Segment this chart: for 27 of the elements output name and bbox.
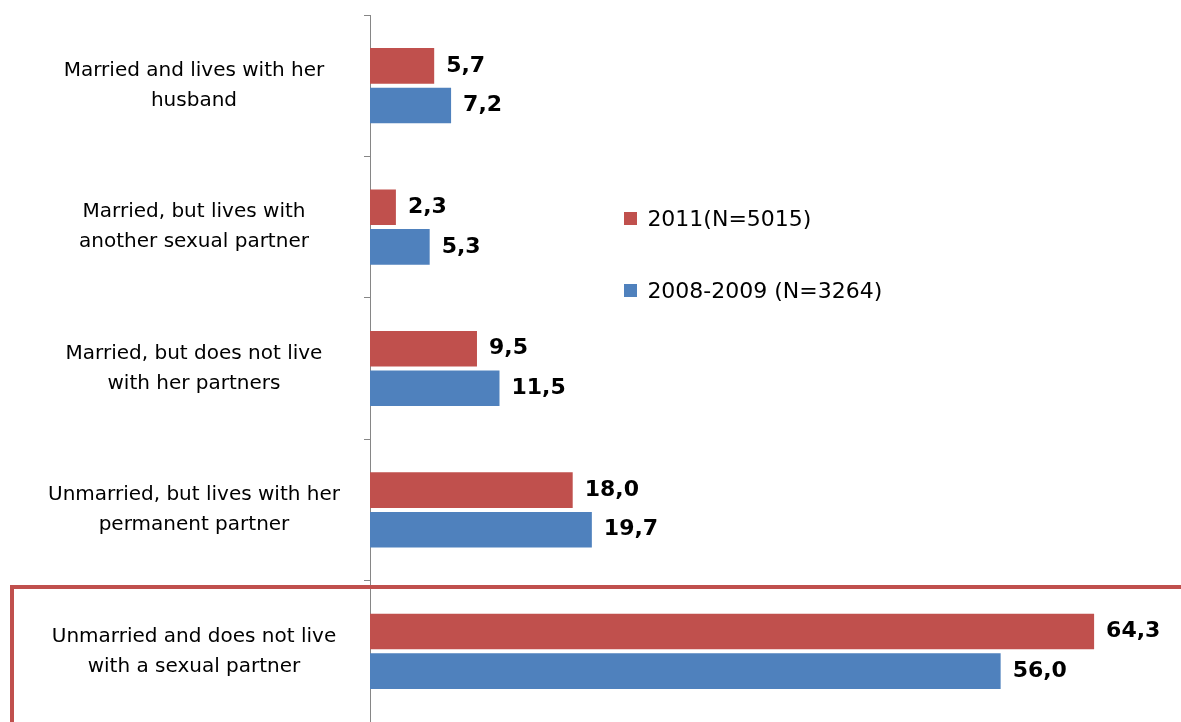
bar	[370, 48, 435, 84]
legend-label: 2011(N=5015)	[647, 206, 812, 232]
data-label: 2,3	[407, 193, 447, 219]
data-label: 5,7	[446, 51, 486, 77]
data-label: 19,7	[603, 515, 659, 541]
bar	[370, 330, 477, 367]
bar	[370, 653, 1001, 689]
data-label: 11,5	[511, 374, 566, 400]
data-label: 9,5	[488, 334, 528, 360]
bar	[370, 229, 430, 265]
y-tick-label: Married, but does not live with her partners	[65, 339, 323, 394]
y-tick-label: Unmarried and does not live with a sexual partner	[51, 622, 337, 677]
data-label: 5,3	[441, 232, 481, 258]
y-tick-label: Unmarried, but lives with her permanent partner	[47, 481, 341, 536]
bar	[370, 87, 452, 124]
legend-label: 2008-2009 (N=3264)	[647, 278, 883, 304]
bar	[370, 511, 592, 548]
data-label: 64,3	[1106, 617, 1161, 643]
data-label: 56,0	[1012, 656, 1067, 682]
y-tick-label: Married and lives with her husband	[63, 56, 326, 111]
bar	[370, 472, 573, 508]
data-label: 7,2	[463, 91, 503, 117]
bar	[370, 613, 1095, 650]
data-label: 18,0	[584, 475, 639, 501]
bar	[370, 189, 396, 226]
y-tick-label: Married, but lives with another sexual partner	[79, 198, 310, 253]
bar	[370, 370, 500, 407]
